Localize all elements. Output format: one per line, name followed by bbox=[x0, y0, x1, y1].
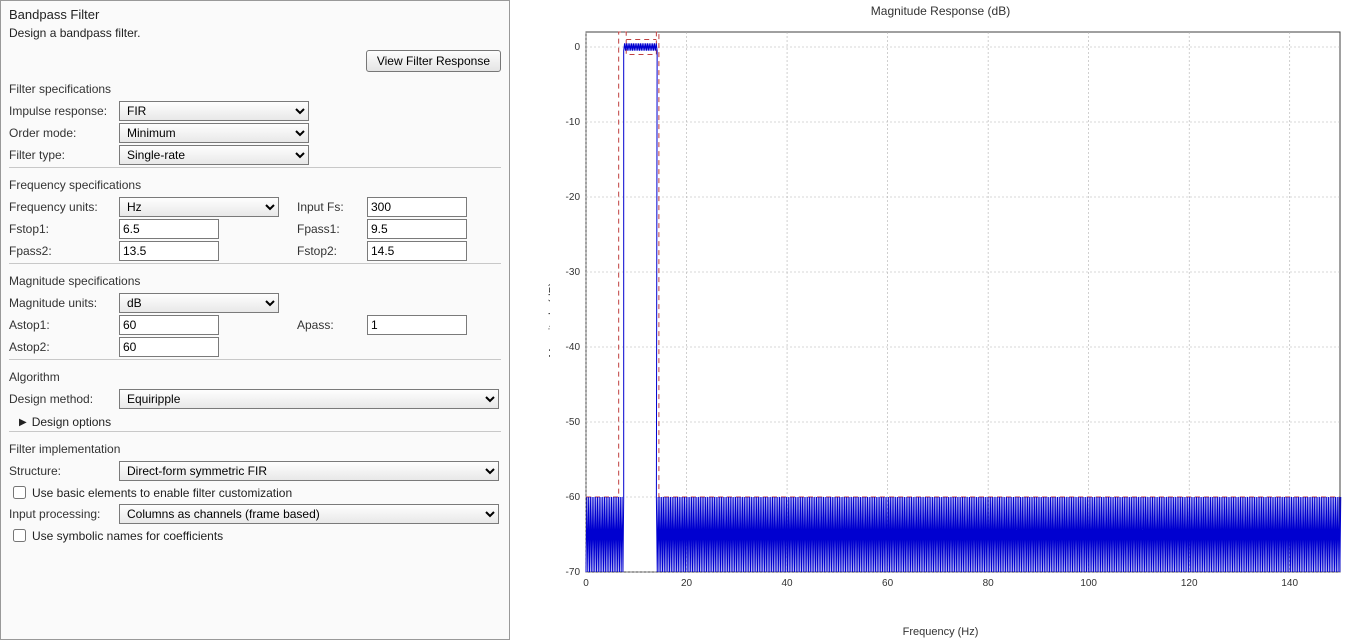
label-fpass1: Fpass1: bbox=[297, 222, 367, 236]
panel-subtitle: Design a bandpass filter. bbox=[9, 26, 501, 40]
svg-text:-50: -50 bbox=[566, 417, 581, 428]
svg-text:20: 20 bbox=[681, 578, 693, 589]
panel-title: Bandpass Filter bbox=[9, 7, 501, 22]
order-mode-select[interactable]: Minimum bbox=[119, 123, 309, 143]
structure-select[interactable]: Direct-form symmetric FIR bbox=[119, 461, 499, 481]
section-freq-spec: Frequency specifications bbox=[9, 174, 501, 195]
svg-text:140: 140 bbox=[1281, 578, 1298, 589]
svg-text:80: 80 bbox=[983, 578, 995, 589]
frequency-units-select[interactable]: Hz bbox=[119, 197, 279, 217]
filter-type-select[interactable]: Single-rate bbox=[119, 145, 309, 165]
label-input-processing: Input processing: bbox=[9, 507, 119, 521]
section-mag-spec: Magnitude specifications bbox=[9, 270, 501, 291]
fpass2-field[interactable] bbox=[119, 241, 219, 261]
label-structure: Structure: bbox=[9, 464, 119, 478]
svg-text:40: 40 bbox=[782, 578, 794, 589]
label-fstop1: Fstop1: bbox=[9, 222, 119, 236]
label-design-method: Design method: bbox=[9, 392, 119, 406]
label-magnitude-units: Magnitude units: bbox=[9, 296, 119, 310]
label-filter-type: Filter type: bbox=[9, 148, 119, 162]
use-symbolic-checkbox[interactable] bbox=[13, 529, 26, 542]
plot-title: Magnitude Response (dB) bbox=[510, 4, 1371, 18]
svg-text:-10: -10 bbox=[566, 117, 581, 128]
svg-text:-20: -20 bbox=[566, 192, 581, 203]
label-apass: Apass: bbox=[297, 318, 367, 332]
svg-text:-60: -60 bbox=[566, 492, 581, 503]
label-astop2: Astop2: bbox=[9, 340, 119, 354]
design-method-select[interactable]: Equiripple bbox=[119, 389, 499, 409]
use-basic-checkbox[interactable] bbox=[13, 486, 26, 499]
svg-text:0: 0 bbox=[583, 578, 589, 589]
magnitude-response-plot: 0 20 40 60 80 100 120 140 -70 -60 -50 -40 -30 -20 -10 0 bbox=[550, 22, 1350, 602]
apass-field[interactable] bbox=[367, 315, 467, 335]
svg-text:100: 100 bbox=[1080, 578, 1097, 589]
section-filter-impl: Filter implementation bbox=[9, 438, 501, 459]
svg-text:0: 0 bbox=[574, 42, 580, 53]
fstop1-field[interactable] bbox=[119, 219, 219, 239]
svg-text:120: 120 bbox=[1181, 578, 1198, 589]
label-frequency-units: Frequency units: bbox=[9, 200, 119, 214]
input-processing-select[interactable]: Columns as channels (frame based) bbox=[119, 504, 499, 524]
label-input-fs: Input Fs: bbox=[297, 200, 367, 214]
magnitude-units-select[interactable]: dB bbox=[119, 293, 279, 313]
plot-xlabel: Frequency (Hz) bbox=[510, 626, 1371, 638]
view-filter-response-button[interactable]: View Filter Response bbox=[366, 50, 501, 72]
plot-panel: Magnitude Response (dB) Magnitude (dB) F… bbox=[510, 0, 1371, 640]
label-use-basic: Use basic elements to enable filter cust… bbox=[32, 486, 292, 500]
label-fstop2: Fstop2: bbox=[297, 244, 367, 258]
astop1-field[interactable] bbox=[119, 315, 219, 335]
label-design-options: Design options bbox=[32, 415, 111, 429]
label-impulse-response: Impulse response: bbox=[9, 104, 119, 118]
svg-text:60: 60 bbox=[882, 578, 894, 589]
fpass1-field[interactable] bbox=[367, 219, 467, 239]
label-astop1: Astop1: bbox=[9, 318, 119, 332]
section-algorithm: Algorithm bbox=[9, 366, 501, 387]
fstop2-field[interactable] bbox=[367, 241, 467, 261]
svg-text:-30: -30 bbox=[566, 267, 581, 278]
label-use-symbolic: Use symbolic names for coefficients bbox=[32, 529, 223, 543]
svg-text:-70: -70 bbox=[566, 567, 581, 578]
astop2-field[interactable] bbox=[119, 337, 219, 357]
design-options-toggle[interactable]: ▶ Design options bbox=[19, 415, 501, 429]
chevron-right-icon: ▶ bbox=[19, 417, 27, 428]
impulse-response-select[interactable]: FIR bbox=[119, 101, 309, 121]
input-fs-field[interactable] bbox=[367, 197, 467, 217]
label-order-mode: Order mode: bbox=[9, 126, 119, 140]
section-filter-spec: Filter specifications bbox=[9, 78, 501, 99]
label-fpass2: Fpass2: bbox=[9, 244, 119, 258]
svg-text:-40: -40 bbox=[566, 342, 581, 353]
design-panel: Bandpass Filter Design a bandpass filter… bbox=[0, 0, 510, 640]
